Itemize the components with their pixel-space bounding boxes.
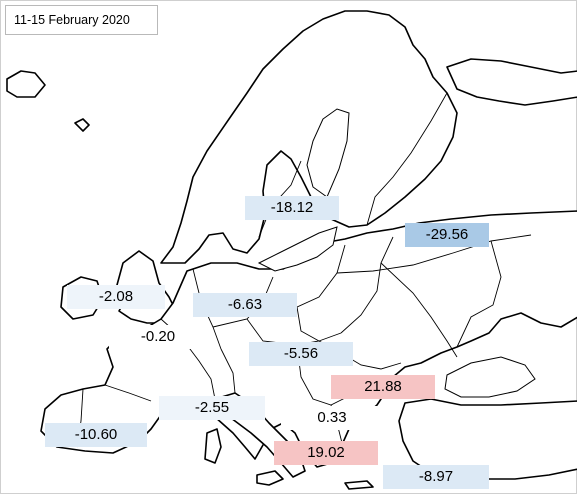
value-label-germany: -6.63 [193, 293, 297, 317]
value-label-iberia: -10.60 [45, 423, 147, 447]
value-label-france: -0.20 [109, 325, 207, 349]
baltic-sea [257, 226, 338, 272]
value-label-nordic: -18.12 [245, 196, 339, 220]
value-label-turkey: -8.97 [383, 465, 489, 489]
black-sea [444, 356, 536, 398]
value-label-italy: -2.55 [159, 396, 265, 420]
faroe-shetland [74, 118, 90, 132]
value-label-baltic-russia: -29.56 [405, 223, 489, 247]
crete [344, 480, 374, 490]
value-label-balkans-west: 0.33 [281, 406, 383, 430]
gulf-of-bothnia [306, 108, 350, 198]
iceland [6, 70, 46, 98]
sicily [256, 470, 284, 486]
turkey-landmass [398, 398, 577, 480]
date-range-label: 11-15 February 2020 [5, 5, 158, 35]
sardinia [204, 428, 222, 464]
value-label-balkans-romania: 21.88 [331, 375, 435, 399]
kola-peninsula [446, 58, 577, 106]
value-label-austria-hungary: -5.56 [249, 342, 353, 366]
value-label-greece: 19.02 [274, 441, 378, 465]
value-label-ireland-uk: -2.08 [67, 285, 165, 309]
